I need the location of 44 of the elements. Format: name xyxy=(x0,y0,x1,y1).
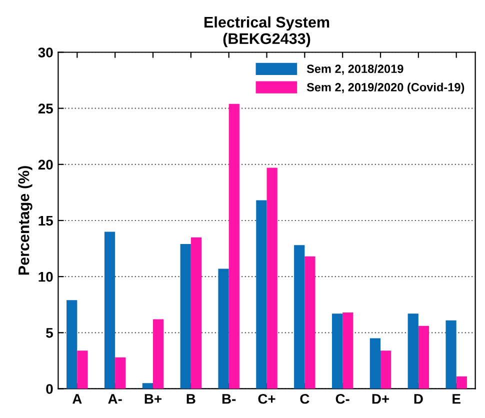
bar xyxy=(77,350,88,389)
bar xyxy=(152,319,164,389)
bar xyxy=(104,232,116,389)
bar xyxy=(190,237,202,389)
x-tick-label: C+ xyxy=(258,394,276,404)
bar xyxy=(218,268,229,389)
y-tick-label: 15 xyxy=(38,216,53,226)
chart-title: Electrical System (BEKG2433) xyxy=(204,16,330,48)
bar xyxy=(304,256,316,389)
x-tick-label: B- xyxy=(222,394,236,404)
y-tick-label: 10 xyxy=(38,272,53,282)
bar xyxy=(256,200,267,389)
y-axis-title: Percentage (%) xyxy=(18,166,32,275)
bar xyxy=(446,320,456,389)
x-tick-label: D xyxy=(414,394,423,404)
bar xyxy=(180,244,191,389)
legend-label: Sem 2, 2018/2019 xyxy=(306,64,404,75)
x-tick-label: B xyxy=(186,394,196,404)
x-tick-label: E xyxy=(452,394,460,404)
x-tick-label: A- xyxy=(108,394,122,404)
legend-label: Sem 2, 2019/2020 (Covid-19) xyxy=(306,82,464,94)
y-tick-label: 25 xyxy=(38,104,53,114)
bar xyxy=(294,245,305,389)
bar xyxy=(408,314,418,389)
bar xyxy=(380,350,392,389)
y-tick-label: 5 xyxy=(46,328,53,338)
bar xyxy=(456,376,467,389)
y-tick-label: 20 xyxy=(38,160,53,170)
bar xyxy=(370,338,381,389)
bar xyxy=(228,104,240,389)
x-tick-label: B+ xyxy=(144,394,162,404)
x-tick-label: A xyxy=(72,394,82,404)
bar xyxy=(342,312,354,389)
x-tick-label: D+ xyxy=(372,394,390,404)
bar xyxy=(142,383,153,389)
y-tick-label: 30 xyxy=(38,48,53,58)
bar xyxy=(266,168,278,389)
bar xyxy=(115,357,126,389)
bar xyxy=(332,314,343,389)
bar xyxy=(66,300,78,389)
x-tick-label: C- xyxy=(336,394,350,404)
x-tick-label: C xyxy=(300,394,310,404)
y-tick-label: 0 xyxy=(46,384,53,394)
bar xyxy=(418,326,430,389)
